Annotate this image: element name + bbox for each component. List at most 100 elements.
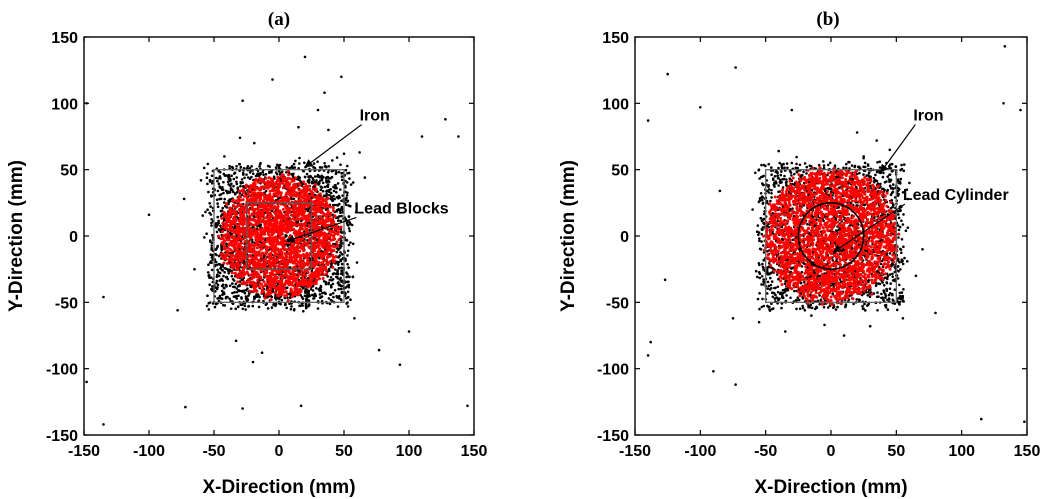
scatter-point-black-a <box>215 247 218 250</box>
x-tick-label-a: 100 <box>396 443 423 460</box>
scatter-point-red-a <box>293 259 297 263</box>
scatter-point-red-a <box>304 235 308 239</box>
scatter-point-black-a <box>246 165 250 168</box>
scatter-point-black-a <box>318 182 321 185</box>
scatter-point-black-a <box>205 176 209 179</box>
scatter-point-black-a <box>297 167 300 170</box>
scatter-point-black-a <box>298 178 301 181</box>
scatter-point-black-a <box>358 151 361 154</box>
scatter-point-black-a <box>303 230 306 233</box>
scatter-point-black-a <box>226 191 229 195</box>
scatter-point-black-a <box>237 289 240 292</box>
scatter-point-red-a <box>323 252 327 256</box>
scatter-point-black-a <box>306 209 310 213</box>
scatter-point-red-a <box>286 209 290 213</box>
scatter-point-red-a <box>274 264 277 268</box>
scatter-point-black-a <box>344 280 348 284</box>
scatter-point-black-a <box>217 262 221 266</box>
scatter-point-black-a <box>339 188 342 191</box>
scatter-point-red-a <box>278 233 282 237</box>
scatter-point-red-a <box>246 278 250 282</box>
scatter-point-red-a <box>279 265 283 269</box>
scatter-point-red-a <box>295 206 299 210</box>
scatter-point-black-a <box>297 175 300 179</box>
scatter-point-black-a <box>210 218 213 221</box>
scatter-point-black-a <box>346 263 349 266</box>
scatter-point-red-a <box>313 238 317 242</box>
scatter-point-black-a <box>206 294 209 298</box>
scatter-point-black-a <box>311 289 315 292</box>
scatter-point-red-a <box>221 242 225 246</box>
scatter-point-black-a <box>253 141 256 145</box>
scatter-point-black-a <box>353 317 356 320</box>
scatter-point-black-a <box>306 289 309 292</box>
scatter-point-red-a <box>229 239 233 243</box>
scatter-point-red-a <box>272 250 276 254</box>
scatter-point-red-a <box>274 218 278 222</box>
scatter-point-red-a <box>286 299 290 302</box>
scatter-point-black-a <box>311 177 315 180</box>
scatter-point-red-a <box>260 227 264 231</box>
scatter-point-red-a <box>303 255 307 259</box>
scatter-point-red-a <box>324 265 328 269</box>
scatter-point-black-a <box>239 303 243 307</box>
scatter-point-black-a <box>202 166 206 170</box>
scatter-point-black-b <box>790 174 793 177</box>
scatter-point-red-a <box>232 236 236 240</box>
scatter-point-black-a <box>274 298 278 301</box>
scatter-point-black-b <box>902 288 905 291</box>
scatter-point-red-a <box>258 197 262 201</box>
scatter-point-black-a <box>220 289 224 293</box>
scatter-point-black-a <box>325 194 328 197</box>
scatter-point-black-a <box>336 276 340 280</box>
scatter-point-black-a <box>326 183 330 186</box>
scatter-point-red-a <box>327 246 331 250</box>
scatter-point-red-a <box>242 207 246 211</box>
scatter-point-red-a <box>291 269 295 273</box>
scatter-point-black-b <box>901 262 905 266</box>
scatter-point-black-a <box>346 249 350 253</box>
scatter-point-black-a <box>230 165 234 169</box>
scatter-point-black-a <box>316 307 320 310</box>
scatter-point-red-a <box>253 191 257 195</box>
scatter-point-red-a <box>316 243 320 246</box>
scatter-point-red-a <box>241 198 245 202</box>
scatter-point-red-a <box>261 289 265 293</box>
scatter-point-black-a <box>268 171 271 174</box>
scatter-point-black-a <box>209 240 212 243</box>
scatter-point-red-a <box>286 198 290 202</box>
scatter-point-red-a <box>237 196 241 200</box>
scatter-point-red-a <box>299 289 303 292</box>
scatter-point-red-a <box>249 197 252 201</box>
scatter-point-red-a <box>336 230 340 234</box>
scatter-point-red-a <box>293 230 296 234</box>
scatter-point-black-a <box>235 297 238 300</box>
scatter-point-black-a <box>222 180 225 184</box>
scatter-point-black-a <box>346 305 350 308</box>
scatter-point-red-a <box>252 197 256 201</box>
scatter-point-black-a <box>239 165 243 169</box>
scatter-point-black-a <box>310 180 314 184</box>
scatter-point-black-a <box>234 295 237 298</box>
scatter-point-black-a <box>242 167 246 170</box>
scatter-point-red-a <box>268 260 272 264</box>
scatter-point-red-a <box>323 238 326 242</box>
scatter-point-black-a <box>228 191 231 194</box>
scatter-point-black-a <box>327 281 331 285</box>
scatter-point-black-a <box>211 258 214 262</box>
scatter-point-red-a <box>293 239 296 243</box>
scatter-point-black-a <box>327 165 331 168</box>
scatter-point-black-a <box>207 274 210 278</box>
scatter-point-red-a <box>269 291 273 295</box>
scatter-point-black-a <box>304 304 308 308</box>
scatter-point-black-a <box>218 271 222 275</box>
scatter-point-red-a <box>294 254 298 257</box>
scatter-point-red-a <box>305 251 309 255</box>
scatter-point-black-a <box>210 174 214 178</box>
scatter-point-red-a <box>269 222 273 226</box>
scatter-point-black-a <box>348 177 351 180</box>
scatter-point-red-a <box>272 210 276 214</box>
scatter-point-red-a <box>311 187 315 191</box>
scatter-point-black-a <box>326 275 330 278</box>
scatter-point-red-a <box>240 247 244 251</box>
